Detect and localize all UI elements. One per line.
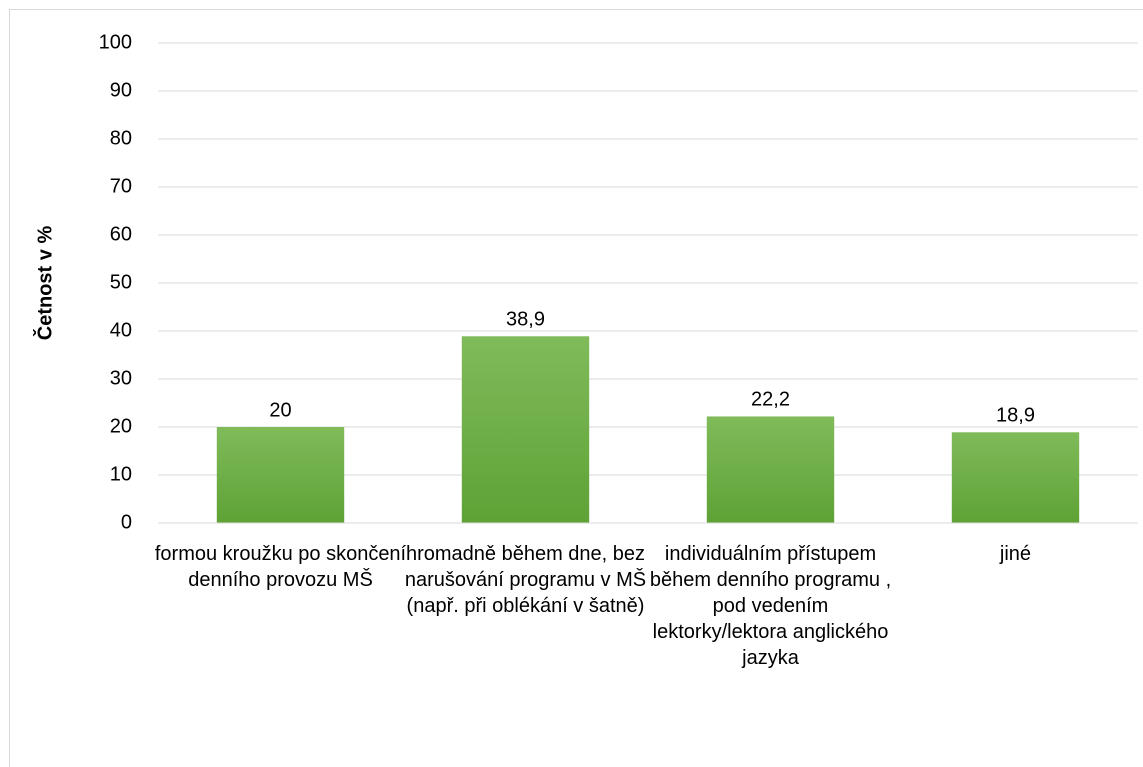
- data-label: 18,9: [996, 405, 1035, 427]
- y-tick-label: 50: [110, 271, 132, 293]
- y-tick-label: 100: [99, 31, 132, 53]
- x-tick-label: individuálním přístupem během denního pr…: [649, 543, 892, 669]
- y-tick-label: 70: [110, 175, 132, 197]
- x-tick-label-box: hromadně během dne, bez narušování progr…: [404, 543, 647, 617]
- y-tick-label: 10: [110, 463, 132, 485]
- bar: [951, 432, 1080, 523]
- x-tick-label: formou kroužku po skončení denního provo…: [154, 543, 407, 591]
- chart-border: [9, 9, 1143, 767]
- x-tick-label: hromadně během dne, bez narušování progr…: [404, 543, 647, 617]
- x-tick-label: jiné: [999, 543, 1032, 565]
- x-tick-label-box: formou kroužku po skončení denního provo…: [154, 543, 407, 591]
- y-tick-label: 30: [110, 367, 132, 389]
- y-axis-label: Četnost v %: [32, 226, 56, 341]
- y-tick-label: 90: [110, 79, 132, 101]
- data-label: 20: [269, 399, 291, 421]
- bar: [461, 336, 590, 523]
- y-tick-label: 0: [121, 511, 132, 533]
- data-label: 22,2: [751, 389, 790, 411]
- bar: [706, 416, 835, 523]
- x-tick-label-box: individuálním přístupem během denního pr…: [649, 543, 892, 669]
- bar: [216, 427, 345, 523]
- data-label: 38,9: [506, 309, 545, 331]
- x-tick-label-box: jiné: [999, 543, 1032, 565]
- y-tick-label: 80: [110, 127, 132, 149]
- y-tick-label: 40: [110, 319, 132, 341]
- y-tick-label: 20: [110, 415, 132, 437]
- y-tick-label: 60: [110, 223, 132, 245]
